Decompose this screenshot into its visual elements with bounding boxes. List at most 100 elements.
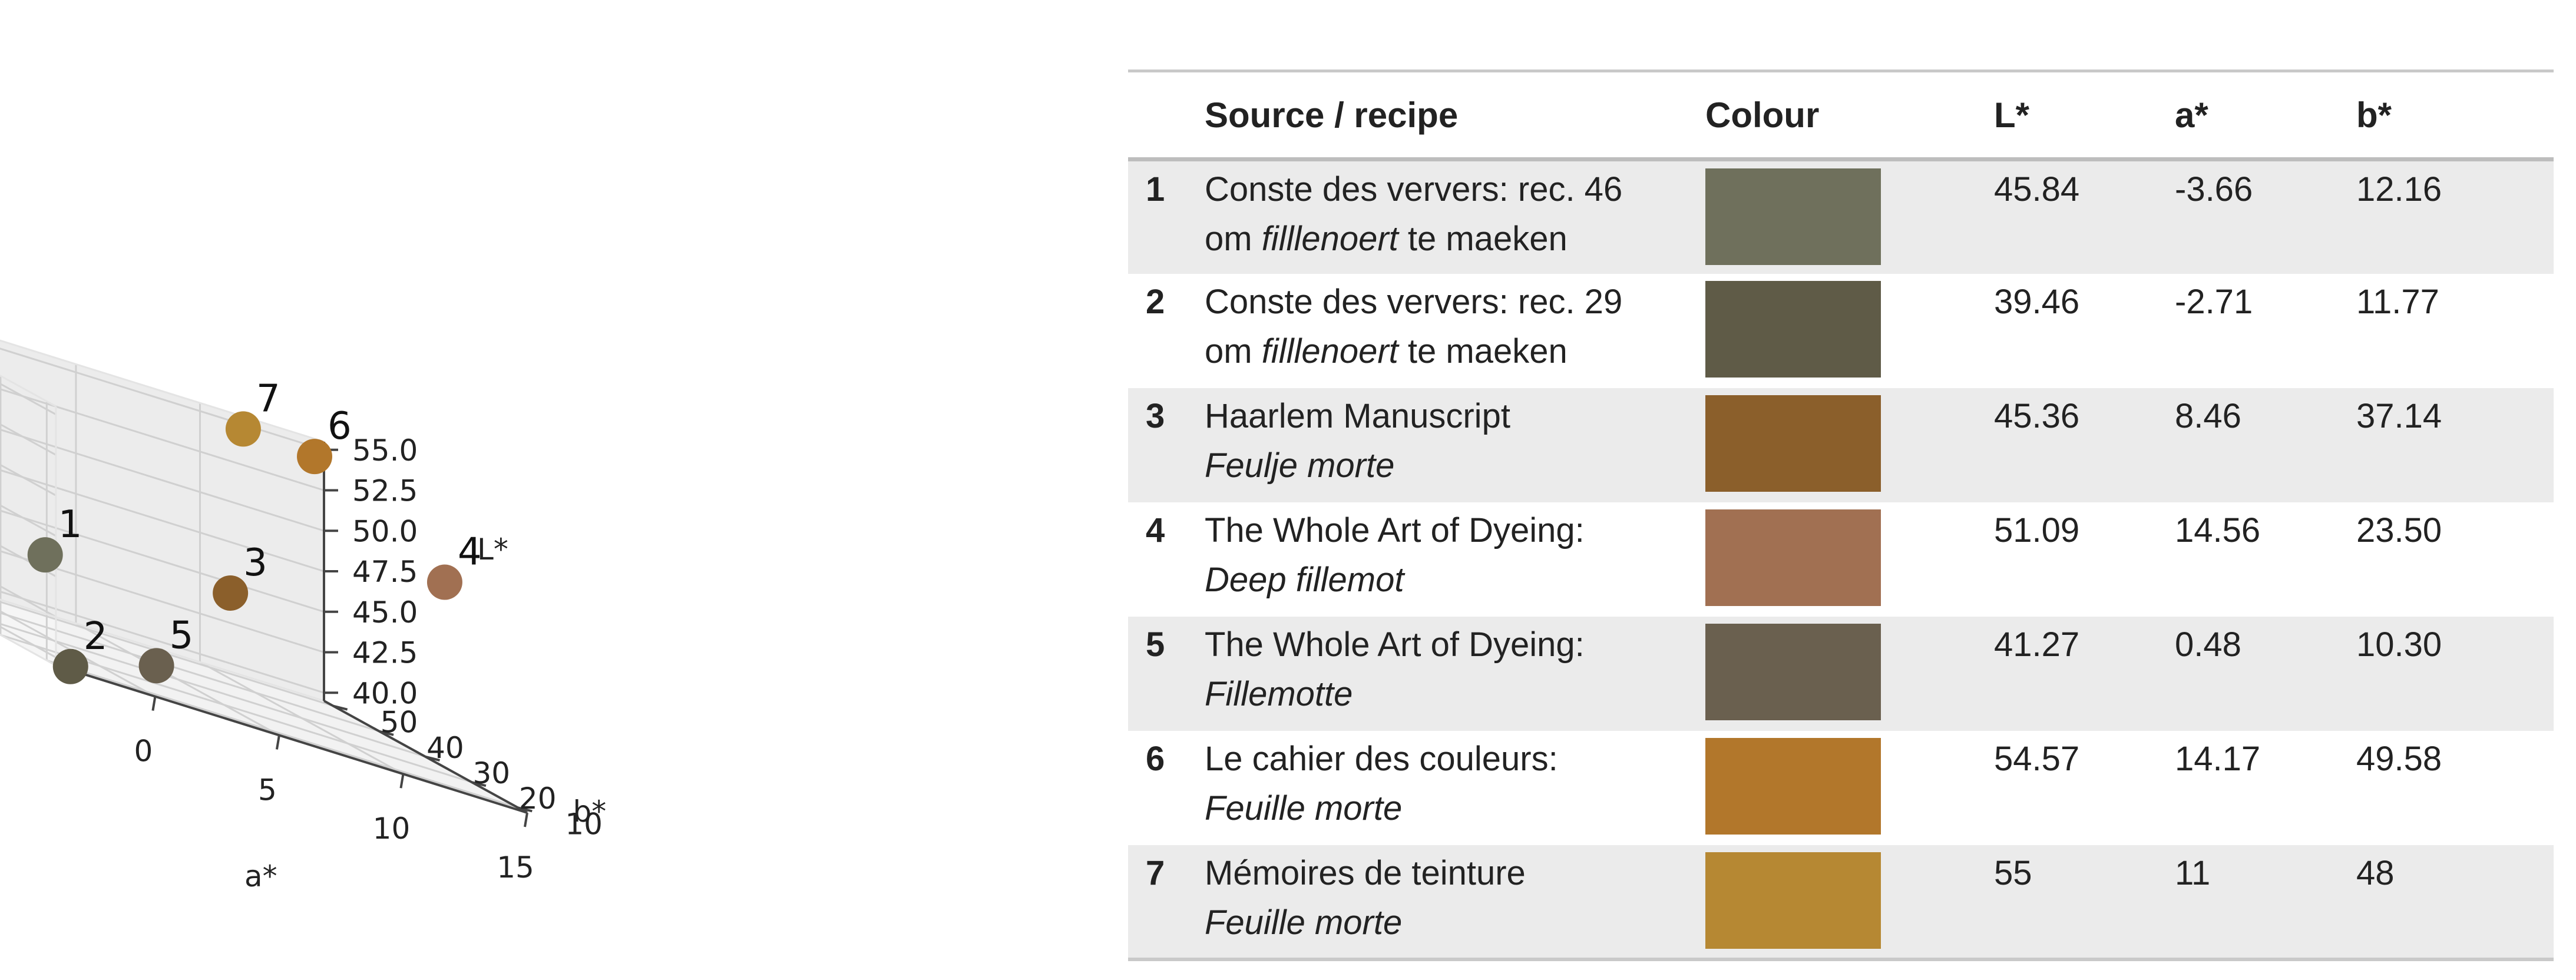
row-colour — [1705, 731, 1994, 845]
gridline — [0, 550, 325, 653]
source-title: Mémoires de teinture — [1205, 853, 1526, 892]
row-a-value: 0.48 — [2175, 616, 2356, 731]
y-tick-mark — [379, 730, 394, 736]
row-colour — [1705, 159, 1994, 274]
recipe-name: Fillemotte — [1205, 674, 1353, 713]
row-l-value: 54.57 — [1994, 739, 2080, 778]
row-number: 4 — [1146, 511, 1165, 549]
row-number: 3 — [1128, 388, 1205, 502]
lab-3d-scatter-chart: 0 5 10 15 10 20 30 40 50 40.0 42.5 45.0 47.5 50.0 52.5… — [0, 0, 1096, 980]
gridline — [0, 544, 57, 578]
row-l-value: 51.09 — [1994, 511, 2080, 549]
colour-swatch — [1705, 509, 1881, 606]
row-colour — [1705, 845, 1994, 961]
colour-table: Source / recipe Colour L* a* b* 1 Conste … — [1128, 69, 2554, 961]
pane-edge — [0, 598, 325, 702]
colour-swatch — [1705, 623, 1881, 720]
header-number — [1128, 69, 1205, 161]
row-source: Conste des ververs: rec. 46 om filllenoer… — [1205, 159, 1705, 274]
y-axis-label: b* — [573, 794, 607, 829]
header-b: b* — [2356, 69, 2554, 161]
row-colour — [1705, 616, 1994, 731]
gridline — [0, 463, 57, 496]
gridline — [46, 659, 518, 809]
row-a-value: 8.46 — [2175, 388, 2356, 502]
y-tick-label: 20 — [519, 782, 557, 816]
data-point-label: 7 — [256, 377, 280, 421]
data-point-label: 3 — [243, 541, 267, 585]
data-point-label: 6 — [328, 405, 352, 448]
header-l: L* — [1994, 69, 2175, 161]
row-number: 5 — [1128, 616, 1205, 731]
source-title: Conste des ververs: rec. 29 — [1205, 282, 1623, 321]
recipe-suffix: te maeken — [1398, 332, 1568, 370]
data-point — [27, 537, 63, 573]
row-b-value: 49.58 — [2356, 739, 2442, 778]
row-b-value: 37.14 — [2356, 388, 2554, 502]
table-row: 4 The Whole Art of Dyeing: Deep fillemot 51… — [1128, 502, 2554, 617]
row-b-value: 12.16 — [2356, 159, 2554, 274]
z-tick-label: 47.5 — [352, 555, 418, 589]
z-tick-label: 45.0 — [352, 595, 418, 630]
z-axis-label: L* — [477, 532, 508, 567]
header-a: a* — [2175, 69, 2356, 161]
colour-swatch — [1705, 852, 1881, 949]
table-row: 6 Le cahier des couleurs: Feuille morte 54.… — [1128, 731, 2554, 845]
gridline — [0, 388, 325, 491]
row-b-value: 11.77 — [2356, 282, 2439, 321]
colour-table-panel: Source / recipe Colour L* a* b* 1 Conste … — [1128, 69, 2554, 961]
table-header-row: Source / recipe Colour L* a* b* — [1128, 69, 2554, 161]
recipe-prefix: om — [1205, 220, 1262, 258]
chart-gridlines — [0, 347, 528, 814]
x-tick-mark — [151, 696, 157, 711]
data-point-label: 4 — [458, 531, 482, 574]
recipe-suffix: te maeken — [1398, 220, 1568, 258]
source-recipe: Fillemotte — [1205, 670, 1705, 719]
source-title: The Whole Art of Dyeing: — [1205, 511, 1585, 549]
y-tick-label: 30 — [473, 756, 511, 790]
row-source: Le cahier des couleurs: Feuille morte — [1205, 731, 1705, 845]
z-tick-label: 52.5 — [352, 474, 418, 508]
table-row: 2 Conste des ververs: rec. 29 om filllenoe… — [1128, 274, 2554, 388]
data-point-label: 5 — [170, 614, 194, 657]
source-recipe: om filllenoert te maeken — [1205, 214, 1705, 264]
y-tick-label: 10 — [565, 807, 603, 841]
header-source: Source / recipe — [1205, 69, 1705, 161]
colour-swatch — [1705, 280, 1881, 378]
row-number: 1 — [1128, 159, 1205, 274]
row-a-value: -2.71 — [2175, 282, 2253, 321]
row-a-value: 11 — [2175, 845, 2356, 961]
table-row: 1 Conste des ververs: rec. 46 om filllenoe… — [1128, 159, 2554, 274]
chart-canvas: 051015102030405040.042.545.047.550.052.5… — [0, 339, 607, 893]
data-point — [225, 411, 261, 447]
recipe-name: filllenoert — [1261, 220, 1398, 258]
source-title: Conste des ververs: rec. 46 — [1205, 170, 1623, 208]
row-l-value: 55 — [1994, 845, 2175, 961]
row-b-value: 10.30 — [2356, 616, 2554, 731]
colour-swatch — [1705, 168, 1881, 265]
source-title: Haarlem Manuscript — [1205, 396, 1510, 435]
row-source: Haarlem Manuscript Feulje morte — [1205, 388, 1705, 502]
colour-swatch — [1705, 395, 1881, 492]
y-tick-mark — [517, 806, 533, 813]
data-point — [426, 564, 462, 600]
data-point — [297, 439, 333, 475]
gridline — [0, 625, 57, 658]
row-b-value: 23.50 — [2356, 511, 2442, 549]
row-colour — [1705, 274, 1994, 388]
gridline — [0, 428, 325, 532]
data-point — [52, 648, 88, 684]
x-tick-label: 5 — [258, 773, 277, 807]
pane-edge — [0, 374, 57, 408]
source-recipe: om filllenoert te maeken — [1205, 327, 1705, 376]
row-l-value: 41.27 — [1994, 616, 2175, 731]
colour-swatch — [1705, 737, 1881, 835]
gridline — [0, 423, 57, 456]
row-source: The Whole Art of Dyeing: Fillemotte — [1205, 616, 1705, 731]
table-row: 5 The Whole Art of Dyeing: Fillemotte 41.27… — [1128, 616, 2554, 731]
row-number: 7 — [1128, 845, 1205, 961]
table-body: 1 Conste des ververs: rec. 46 om filllenoe… — [1128, 159, 2554, 961]
x-axis-line — [55, 664, 528, 814]
table-row: 3 Haarlem Manuscript Feulje morte 45.36 8.46… — [1128, 388, 2554, 502]
source-title: The Whole Art of Dyeing: — [1205, 625, 1585, 664]
